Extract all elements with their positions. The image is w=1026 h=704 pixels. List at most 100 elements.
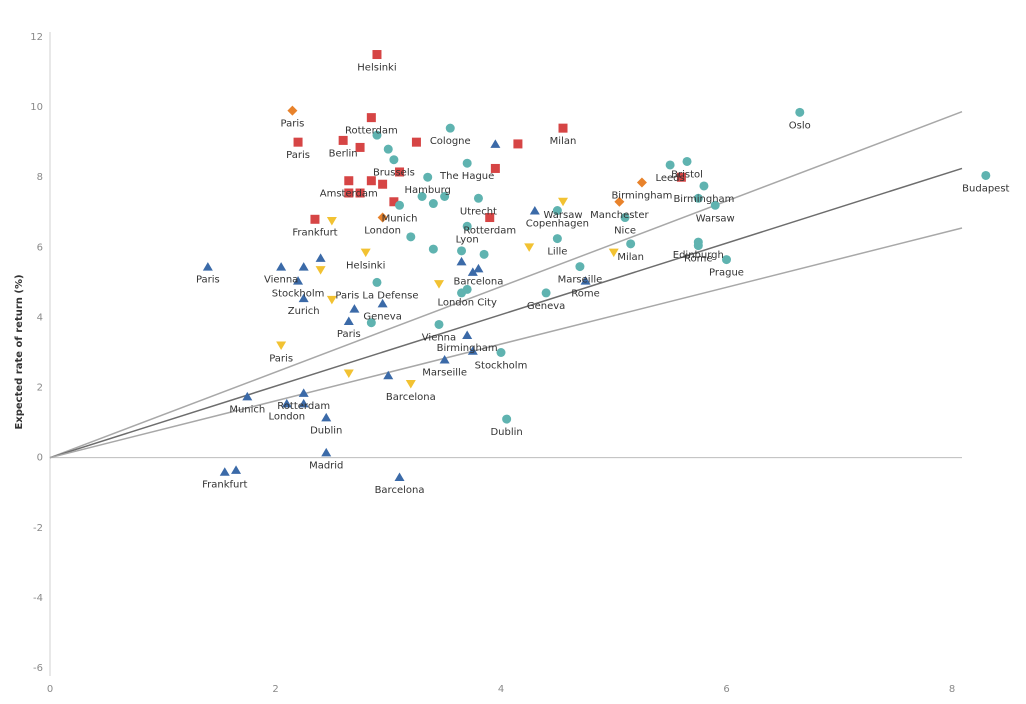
point-label: Prague (709, 268, 744, 279)
y-tick-label: 0 (37, 453, 43, 464)
circle-marker (445, 123, 455, 133)
point-label: Rome (684, 254, 713, 265)
circle-marker (473, 193, 483, 203)
triangle-up-marker (298, 388, 309, 397)
circle-marker (626, 239, 636, 249)
circle-marker (366, 318, 376, 328)
triangle-down-marker (315, 266, 326, 275)
square-marker (378, 179, 388, 189)
square-marker (411, 137, 421, 147)
point-label: Marseille (558, 275, 603, 286)
point-label: Milan (617, 252, 644, 263)
triangle-up-marker (321, 447, 332, 457)
circle-marker (502, 414, 512, 424)
triangle-down-marker (433, 280, 444, 289)
square-marker (389, 197, 399, 207)
reference-line (49, 227, 963, 459)
circle-marker (575, 262, 585, 272)
triangle-down-marker (558, 197, 569, 207)
y-tick-label: 4 (37, 312, 43, 323)
circle-marker (722, 255, 731, 265)
circle-marker (457, 246, 467, 256)
point-label: Munich (382, 213, 418, 224)
triangle-up-marker (219, 467, 230, 476)
triangle-up-marker (315, 253, 326, 262)
circle-marker (457, 288, 467, 298)
triangle-up-marker (202, 262, 213, 271)
x-tick-label: 0 (47, 684, 53, 695)
point-label: Brussels (373, 168, 415, 179)
y-tick-label: -2 (33, 523, 43, 534)
point-label: Rotterdam (277, 401, 330, 412)
square-marker (490, 163, 500, 173)
point-label: Berlin (329, 148, 358, 159)
point-label: Frankfurt (292, 227, 337, 238)
triangle-down-marker (405, 380, 416, 389)
point-label: Dublin (310, 425, 342, 436)
point-label: Paris (281, 119, 305, 130)
point-label: Oslo (789, 120, 811, 131)
y-tick-label: 6 (37, 242, 43, 253)
point-label: Helsinki (357, 63, 396, 74)
circle-marker (389, 155, 399, 165)
point-label: Birmingham (673, 194, 734, 205)
point-label: Barcelona (453, 276, 503, 287)
point-label: Paris (196, 275, 220, 286)
point-label: Marseille (422, 368, 467, 379)
triangle-up-marker (343, 316, 354, 325)
axes: 12 10 8 6 4 2 0 -2 -4 -6 0 2 4 6 8 (30, 32, 962, 695)
diamond-marker (614, 196, 625, 207)
triangle-up-marker (439, 355, 450, 364)
y-axis-title: Expected rate of return (%) (14, 274, 25, 429)
x-tick-label: 2 (272, 684, 278, 695)
triangle-up-marker (298, 398, 309, 408)
point-label: Lille (547, 247, 567, 258)
circle-marker (372, 277, 382, 287)
square-marker (355, 188, 365, 198)
circle-marker (406, 232, 416, 242)
triangle-up-marker (529, 206, 540, 215)
square-marker (395, 167, 405, 177)
point-label: Warsaw (544, 210, 583, 221)
circle-marker (981, 170, 991, 180)
triangle-down-marker (343, 369, 354, 379)
point-label: Milan (550, 136, 577, 147)
reference-line (49, 111, 963, 459)
circle-marker (383, 144, 393, 154)
triangle-up-marker (242, 391, 253, 401)
circle-marker (710, 200, 720, 210)
triangle-up-marker (298, 293, 309, 303)
point-label: Edinburgh (673, 250, 724, 261)
point-label: Paris La Defense (335, 290, 418, 301)
square-marker (558, 123, 568, 133)
point-label: London (364, 226, 401, 237)
point-label: Nice (614, 226, 636, 237)
point-label: London (268, 411, 305, 422)
point-label: Hamburg (405, 185, 451, 196)
point-label: Stockholm (475, 361, 528, 372)
y-tick-label: 10 (30, 102, 43, 113)
triangle-up-marker (349, 304, 360, 313)
triangle-up-marker (467, 346, 478, 355)
square-marker (338, 135, 348, 145)
point-label: Geneva (527, 301, 565, 312)
triangle-up-marker (281, 398, 292, 408)
circle-marker (693, 193, 703, 203)
circle-marker (682, 156, 692, 166)
reference-line (49, 167, 963, 459)
triangle-down-marker (360, 248, 371, 258)
triangle-up-marker (462, 330, 473, 339)
point-label: Geneva (363, 311, 401, 322)
point-label: Amsterdam (320, 189, 378, 200)
point-label: Lyon (456, 234, 479, 245)
circle-marker (479, 249, 489, 259)
square-marker (485, 213, 495, 223)
square-marker (293, 137, 303, 147)
diamond-marker (377, 212, 388, 223)
triangle-up-marker (394, 472, 405, 481)
point-label: Barcelona (386, 392, 436, 403)
point-label: Stockholm (272, 289, 325, 300)
square-marker (344, 176, 354, 186)
point-label: Paris (269, 353, 293, 364)
